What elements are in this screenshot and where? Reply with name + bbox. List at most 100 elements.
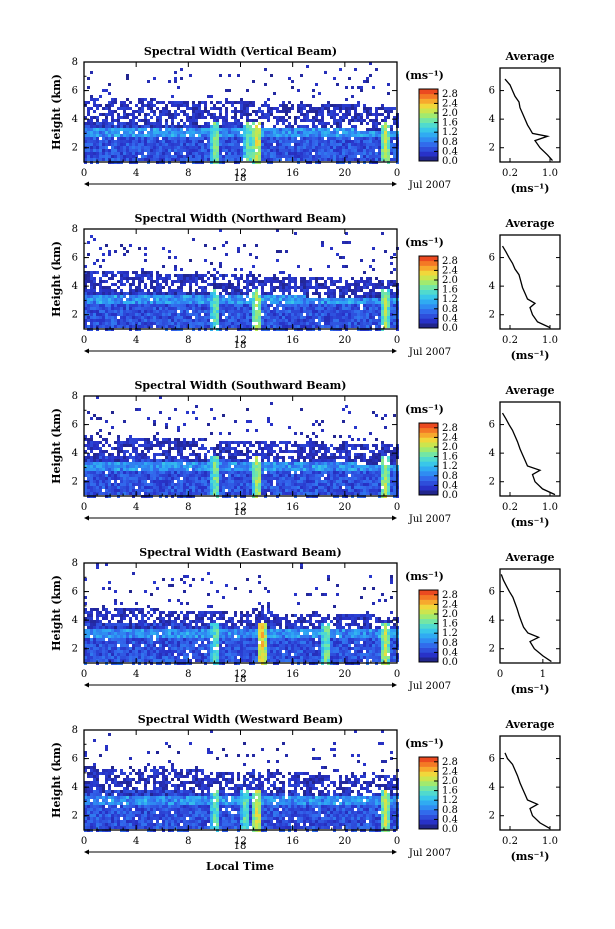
heatmap-cell bbox=[93, 468, 96, 471]
heatmap-cell bbox=[153, 316, 156, 319]
heatmap-cell bbox=[126, 158, 129, 161]
heatmap-cell bbox=[210, 155, 213, 158]
heatmap-cell bbox=[207, 304, 210, 307]
heatmap-cell bbox=[102, 465, 105, 468]
heatmap-cell bbox=[375, 155, 378, 158]
heatmap-cell bbox=[279, 298, 282, 301]
heatmap-cell bbox=[204, 158, 207, 161]
heatmap-cell bbox=[282, 298, 285, 301]
heatmap-cell bbox=[102, 310, 105, 313]
heatmap-cell bbox=[390, 125, 393, 128]
heatmap-cell bbox=[378, 295, 381, 298]
heatmap-cell bbox=[168, 250, 171, 253]
x-tick-label: 20 bbox=[338, 168, 351, 179]
heatmap-cell bbox=[285, 125, 288, 128]
heatmap-cell bbox=[150, 307, 153, 310]
heatmap-cell bbox=[339, 277, 342, 280]
heatmap-cell bbox=[234, 319, 237, 322]
heatmap-cell bbox=[93, 277, 96, 280]
heatmap-cell bbox=[378, 113, 381, 116]
heatmap-cell bbox=[198, 465, 201, 468]
heatmap-cell bbox=[264, 113, 267, 116]
heatmap-cell bbox=[93, 304, 96, 307]
heatmap-cell bbox=[273, 450, 276, 453]
heatmap-cell bbox=[168, 277, 171, 280]
heatmap-cell bbox=[171, 310, 174, 313]
heatmap-cell bbox=[138, 456, 141, 459]
heatmap-cell bbox=[249, 319, 252, 322]
heatmap-cell bbox=[219, 146, 222, 149]
colorbar-tick-label: 2.8 bbox=[442, 89, 458, 100]
heatmap-cell bbox=[141, 98, 144, 101]
heatmap-cell bbox=[279, 471, 282, 474]
heatmap-cell bbox=[135, 459, 138, 462]
heatmap-cell bbox=[252, 280, 255, 283]
heatmap-cell bbox=[120, 116, 123, 119]
heatmap-cell bbox=[135, 128, 138, 131]
heatmap-cell bbox=[99, 140, 102, 143]
heatmap-cell bbox=[222, 289, 225, 292]
heatmap-cell bbox=[246, 322, 249, 325]
heatmap-cell bbox=[369, 113, 372, 116]
heatmap-cell bbox=[216, 489, 219, 492]
heatmap-cell bbox=[153, 477, 156, 480]
heatmap-cell bbox=[360, 137, 363, 140]
heatmap-cell bbox=[120, 295, 123, 298]
heatmap-cell bbox=[288, 155, 291, 158]
heatmap-cell bbox=[294, 295, 297, 298]
heatmap-cell bbox=[240, 483, 243, 486]
heatmap-cell bbox=[288, 116, 291, 119]
heatmap-cell bbox=[132, 322, 135, 325]
heatmap-cell bbox=[372, 310, 375, 313]
heatmap-cell bbox=[282, 283, 285, 286]
heatmap-cell bbox=[360, 277, 363, 280]
heatmap-cell bbox=[84, 462, 87, 465]
heatmap-cell bbox=[321, 244, 324, 247]
heatmap-cell bbox=[273, 140, 276, 143]
heatmap-cell bbox=[336, 122, 339, 125]
heatmap-cell bbox=[351, 104, 354, 107]
heatmap-cell bbox=[387, 146, 390, 149]
heatmap-cell bbox=[147, 107, 150, 110]
heatmap-cell bbox=[381, 292, 384, 295]
heatmap-cell bbox=[132, 441, 135, 444]
heatmap-cell bbox=[165, 143, 168, 146]
heatmap-cell bbox=[258, 465, 261, 468]
heatmap-cell bbox=[375, 128, 378, 131]
colorbar-tick-label: 0.0 bbox=[442, 323, 458, 334]
heatmap-cell bbox=[273, 301, 276, 304]
heatmap-cell bbox=[132, 471, 135, 474]
heatmap-cell bbox=[345, 292, 348, 295]
heatmap-cell bbox=[105, 456, 108, 459]
heatmap-cell bbox=[174, 298, 177, 301]
heatmap-cell bbox=[291, 310, 294, 313]
heatmap-cell bbox=[189, 134, 192, 137]
heatmap-cell bbox=[144, 128, 147, 131]
heatmap-cell bbox=[84, 316, 87, 319]
heatmap-cell bbox=[108, 307, 111, 310]
heatmap-cell bbox=[234, 450, 237, 453]
heatmap-cell bbox=[177, 107, 180, 110]
heatmap-cell bbox=[162, 149, 165, 152]
heatmap-cell bbox=[204, 471, 207, 474]
heatmap-cell bbox=[318, 322, 321, 325]
heatmap-cell bbox=[111, 474, 114, 477]
heatmap-cell bbox=[393, 310, 396, 313]
heatmap-cell bbox=[276, 286, 279, 289]
heatmap-cell bbox=[87, 477, 90, 480]
heatmap-cell bbox=[378, 286, 381, 289]
heatmap-cell bbox=[180, 465, 183, 468]
heatmap-cell bbox=[381, 301, 384, 304]
heatmap-cell bbox=[372, 134, 375, 137]
heatmap-cell bbox=[255, 134, 258, 137]
heatmap-cell bbox=[300, 295, 303, 298]
heatmap-cell bbox=[255, 125, 258, 128]
heatmap-cell bbox=[90, 462, 93, 465]
heatmap-cell bbox=[261, 459, 264, 462]
heatmap-cell bbox=[132, 119, 135, 122]
heatmap-cell bbox=[207, 492, 210, 495]
heatmap-cell bbox=[318, 137, 321, 140]
heatmap-cell bbox=[186, 292, 189, 295]
heatmap-cell bbox=[234, 277, 237, 280]
